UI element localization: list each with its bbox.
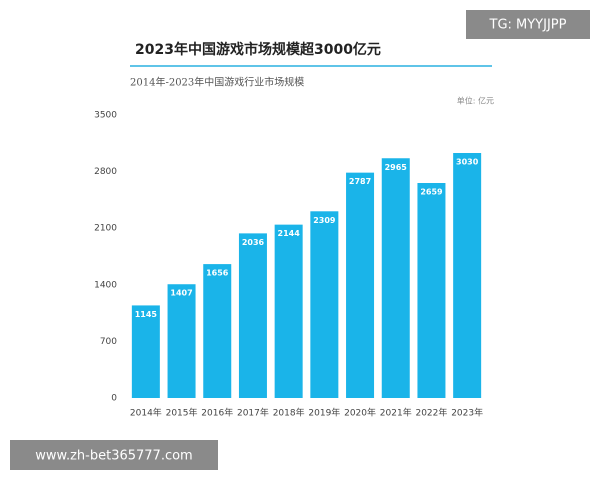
bar bbox=[417, 183, 446, 398]
value-label: 2787 bbox=[349, 177, 371, 186]
y-tick-label: 3500 bbox=[94, 111, 117, 121]
x-tick-label: 2023年 bbox=[451, 407, 483, 419]
bar bbox=[203, 264, 232, 398]
x-tick-label: 2019年 bbox=[308, 407, 340, 419]
y-tick-label: 1400 bbox=[94, 280, 117, 290]
watermark: www.zh-bet365777.com bbox=[35, 449, 192, 464]
value-label: 1407 bbox=[170, 289, 192, 298]
bar bbox=[310, 211, 339, 398]
bar bbox=[381, 158, 410, 398]
y-tick-label: 2800 bbox=[94, 167, 117, 177]
x-tick-label: 2016年 bbox=[201, 407, 233, 419]
x-tick-label: 2021年 bbox=[380, 407, 412, 419]
value-label: 1656 bbox=[206, 269, 229, 278]
y-tick-label: 0 bbox=[111, 394, 117, 404]
watermark-box bbox=[10, 440, 218, 470]
watermark-box bbox=[466, 10, 590, 39]
unit-label: 单位: 亿元 bbox=[457, 96, 494, 106]
value-label: 3030 bbox=[456, 158, 479, 167]
value-label: 2036 bbox=[242, 238, 265, 247]
y-tick-label: 2100 bbox=[94, 224, 117, 234]
value-label: 2965 bbox=[385, 163, 408, 172]
x-tick-label: 2018年 bbox=[273, 407, 305, 419]
x-tick-label: 2022年 bbox=[415, 407, 447, 419]
bar bbox=[167, 284, 196, 398]
value-label: 1145 bbox=[135, 310, 158, 319]
bar bbox=[453, 153, 482, 398]
y-tick-label: 700 bbox=[100, 337, 117, 347]
bar bbox=[346, 172, 375, 398]
chart-title: 2023年中国游戏市场规模超3000亿元 bbox=[135, 41, 381, 58]
bar bbox=[131, 305, 160, 398]
bar bbox=[274, 224, 303, 398]
value-label: 2144 bbox=[278, 229, 301, 238]
x-tick-label: 2014年 bbox=[130, 407, 162, 419]
x-tick-label: 2015年 bbox=[166, 407, 198, 419]
watermark: TG: MYYJJPP bbox=[489, 18, 567, 33]
value-label: 2309 bbox=[313, 216, 336, 225]
x-tick-label: 2017年 bbox=[237, 407, 269, 419]
value-label: 2659 bbox=[420, 188, 443, 197]
chart-subtitle: 2014年-2023年中国游戏行业市场规模 bbox=[130, 76, 304, 89]
bar bbox=[238, 233, 267, 398]
x-tick-label: 2020年 bbox=[344, 407, 376, 419]
